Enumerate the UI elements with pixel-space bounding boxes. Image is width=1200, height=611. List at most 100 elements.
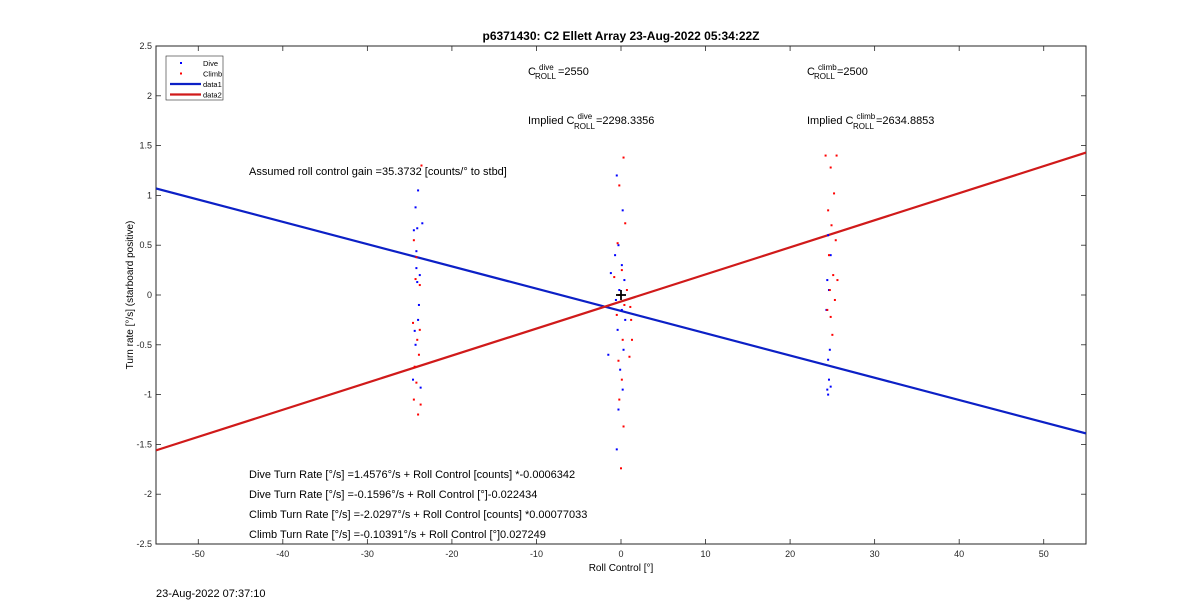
c-roll-climb-sub: ROLL xyxy=(814,72,835,81)
legend-label: Dive xyxy=(203,59,218,68)
climb-point xyxy=(836,279,839,282)
footer-timestamp: 23-Aug-2022 07:37:10 xyxy=(156,588,266,600)
climb-point xyxy=(834,239,837,242)
dive-point xyxy=(827,358,830,361)
climb-point xyxy=(830,224,833,227)
legend-label: Climb xyxy=(203,70,222,79)
dive-point xyxy=(621,388,624,391)
implied-climb-sup: climb xyxy=(857,112,876,121)
dive-point xyxy=(413,329,416,332)
y-tick-label: -2.5 xyxy=(136,539,152,549)
equation-dive-degrees: Dive Turn Rate [°/s] =-0.1596°/s + Roll … xyxy=(249,489,537,501)
climb-point xyxy=(827,209,830,212)
dive-point xyxy=(621,209,624,212)
x-tick-label: 0 xyxy=(618,549,623,559)
climb-point xyxy=(613,276,616,279)
y-tick-label: -1 xyxy=(144,390,152,400)
c-roll-climb-value: =2500 xyxy=(837,66,868,78)
dive-point xyxy=(415,250,418,253)
y-tick-label: 1.5 xyxy=(139,141,152,151)
x-tick-label: 50 xyxy=(1039,549,1049,559)
climb-point xyxy=(829,315,832,318)
dive-point xyxy=(827,234,830,237)
climb-point xyxy=(617,359,620,362)
implied-dive-prefix: Implied C xyxy=(528,115,575,127)
origin-marker xyxy=(616,290,626,300)
climb-point xyxy=(826,308,829,311)
c-roll-dive-value: =2550 xyxy=(558,66,589,78)
c-roll-dive-base: C xyxy=(528,66,536,78)
y-tick-label: -2 xyxy=(144,489,152,499)
y-tick-label: 0 xyxy=(147,290,152,300)
equation-climb-counts: Climb Turn Rate [°/s] =-2.0297°/s + Roll… xyxy=(249,509,587,521)
dive-point xyxy=(620,264,623,267)
climb-point xyxy=(615,313,618,316)
dive-point xyxy=(617,408,620,411)
c-roll-climb-annotation: C climb xyxy=(807,63,837,78)
c-roll-climb-base: C xyxy=(807,66,815,78)
x-tick-label: -50 xyxy=(192,549,205,559)
climb-point xyxy=(828,289,831,292)
dive-point xyxy=(826,279,829,282)
legend-marker-climb xyxy=(180,72,182,75)
climb-point xyxy=(417,353,420,356)
x-tick-label: 30 xyxy=(870,549,880,559)
climb-point xyxy=(618,184,621,187)
x-tick-label: -20 xyxy=(445,549,458,559)
dive-point xyxy=(827,393,830,396)
dive-point xyxy=(827,378,830,381)
y-tick-label: 2 xyxy=(147,91,152,101)
chart-title: p6371430: C2 Ellett Array 23-Aug-2022 05… xyxy=(482,29,759,43)
dive-point xyxy=(421,222,424,225)
x-tick-label: -30 xyxy=(361,549,374,559)
climb-point xyxy=(625,289,628,292)
dive-point xyxy=(417,318,420,321)
climb-point xyxy=(618,398,621,401)
dive-point xyxy=(416,227,419,230)
equation-climb-degrees: Climb Turn Rate [°/s] =-0.10391°/s + Rol… xyxy=(249,529,546,541)
dive-point xyxy=(617,244,620,247)
climb-point xyxy=(829,166,832,169)
x-tick-label: -40 xyxy=(276,549,289,559)
c-roll-dive-annotation: C dive xyxy=(528,63,554,78)
climb-point xyxy=(616,242,619,245)
implied-climb-annotation: Implied C climb xyxy=(807,112,876,127)
climb-point xyxy=(417,413,420,416)
x-tick-label: -10 xyxy=(530,549,543,559)
dive-point xyxy=(414,343,417,346)
climb-point xyxy=(620,378,623,381)
implied-dive-value: =2298.3356 xyxy=(596,115,654,127)
climb-point xyxy=(414,278,417,281)
climb-point xyxy=(412,239,415,242)
climb-point xyxy=(621,338,624,341)
climb-point xyxy=(824,154,827,157)
dive-point xyxy=(417,189,420,192)
legend-marker-dive xyxy=(180,62,182,64)
dive-point xyxy=(616,328,619,331)
climb-point xyxy=(833,298,836,301)
y-axis-ticks: -2.5 -2 -1.5 -1 -0.5 0 0.5 1 1.5 2 2.5 xyxy=(136,41,1086,549)
climb-point xyxy=(629,305,632,308)
implied-climb-prefix: Implied C xyxy=(807,115,854,127)
dive-point xyxy=(417,303,420,306)
dive-point xyxy=(829,254,832,257)
climb-point xyxy=(412,321,415,324)
climb-point xyxy=(413,365,416,368)
climb-point xyxy=(622,156,625,159)
climb-point xyxy=(827,254,830,257)
y-tick-label: 0.5 xyxy=(139,240,152,250)
dive-point xyxy=(614,298,617,301)
dive-point xyxy=(829,385,832,388)
y-tick-label: 1 xyxy=(147,190,152,200)
dive-point xyxy=(414,206,417,209)
dive-point xyxy=(618,289,621,292)
dive-point xyxy=(624,318,627,321)
legend-label: data2 xyxy=(203,91,222,100)
dive-point xyxy=(415,267,418,270)
c-roll-climb-sup: climb xyxy=(818,63,837,72)
dive-point xyxy=(412,229,415,232)
dive-point xyxy=(623,279,626,282)
climb-point xyxy=(419,403,422,406)
